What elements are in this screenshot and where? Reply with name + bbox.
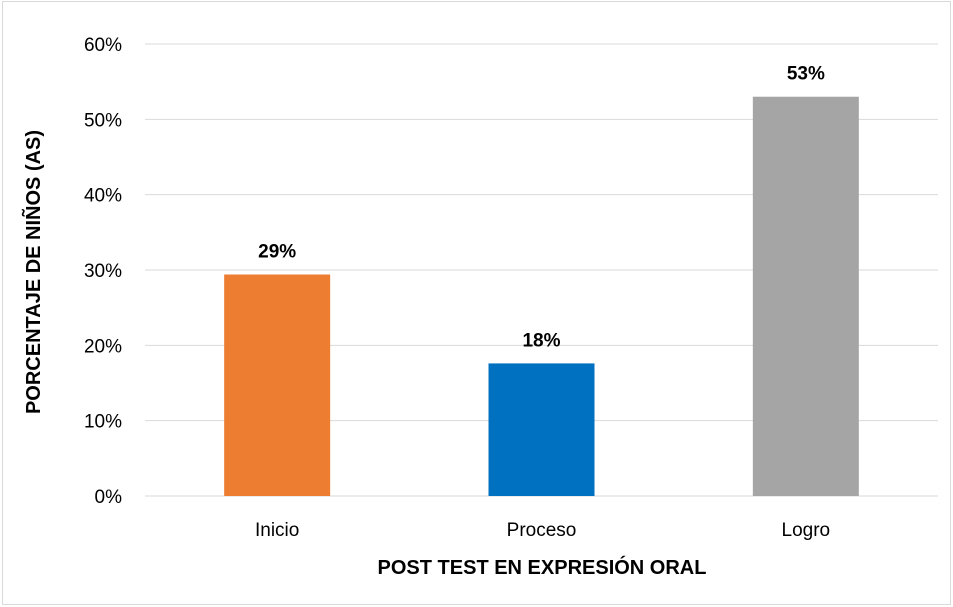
data-label-logro: 53% <box>787 64 825 85</box>
x-tick-label-inicio: Inicio <box>255 520 299 541</box>
y-tick-label: 50% <box>84 110 122 131</box>
y-tick-label: 10% <box>84 412 122 433</box>
bar-logro <box>752 96 859 496</box>
y-axis-tick-labels: 0% 10% 20% 30% 40% 50% 60% <box>84 35 122 508</box>
data-label-inicio: 29% <box>258 242 296 263</box>
y-tick-label: 20% <box>84 336 122 357</box>
x-tick-label-proceso: Proceso <box>507 520 577 541</box>
x-axis-title: POST TEST EN EXPRESIÓN ORAL <box>378 555 707 579</box>
x-tick-label-logro: Logro <box>782 520 831 541</box>
y-tick-label: 30% <box>84 261 122 282</box>
y-tick-label: 40% <box>84 186 122 207</box>
y-tick-label: 0% <box>95 487 123 508</box>
y-tick-label: 60% <box>84 35 122 56</box>
bars <box>224 96 859 496</box>
bar-proceso <box>488 363 595 496</box>
bar-inicio <box>224 274 331 496</box>
y-axis-title: PORCENTAJE DE NIÑOS (AS) <box>22 130 45 414</box>
data-label-proceso: 18% <box>522 330 560 351</box>
data-labels: 29% 18% 53% <box>258 64 825 352</box>
x-axis-tick-labels: Inicio Proceso Logro <box>255 520 830 541</box>
